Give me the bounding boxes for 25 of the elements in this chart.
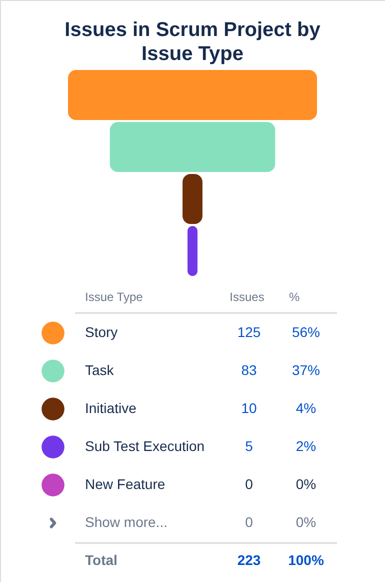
data-label: 5 [245,438,254,454]
category-label: Task [85,362,115,378]
text: 2% [296,438,316,454]
data-label: 10 [241,400,257,416]
text: 37% [292,362,320,378]
data-label: 83 [241,362,257,378]
text: Issue Type [85,290,144,304]
data-label: 125 [237,324,261,340]
text: 0% [296,514,316,530]
data-label: 0 [245,476,254,492]
category-label: Story [85,324,118,340]
text: 0% [296,476,316,492]
text: 223 [237,552,261,568]
category-label: New Feature [85,476,166,492]
text: Issues in Scrum Project by Issue Type [64,19,322,65]
text: Total [85,552,118,568]
category-label: Sub Test Execution [85,438,205,454]
category-label: Initiative [85,400,137,416]
data-label: 0 [245,514,254,530]
text: 100% [288,552,324,568]
text: 56% [292,324,320,340]
text: % [289,290,300,304]
category-label: Show more... [85,514,168,530]
text: 4% [296,400,316,416]
text: Issues [230,290,264,304]
